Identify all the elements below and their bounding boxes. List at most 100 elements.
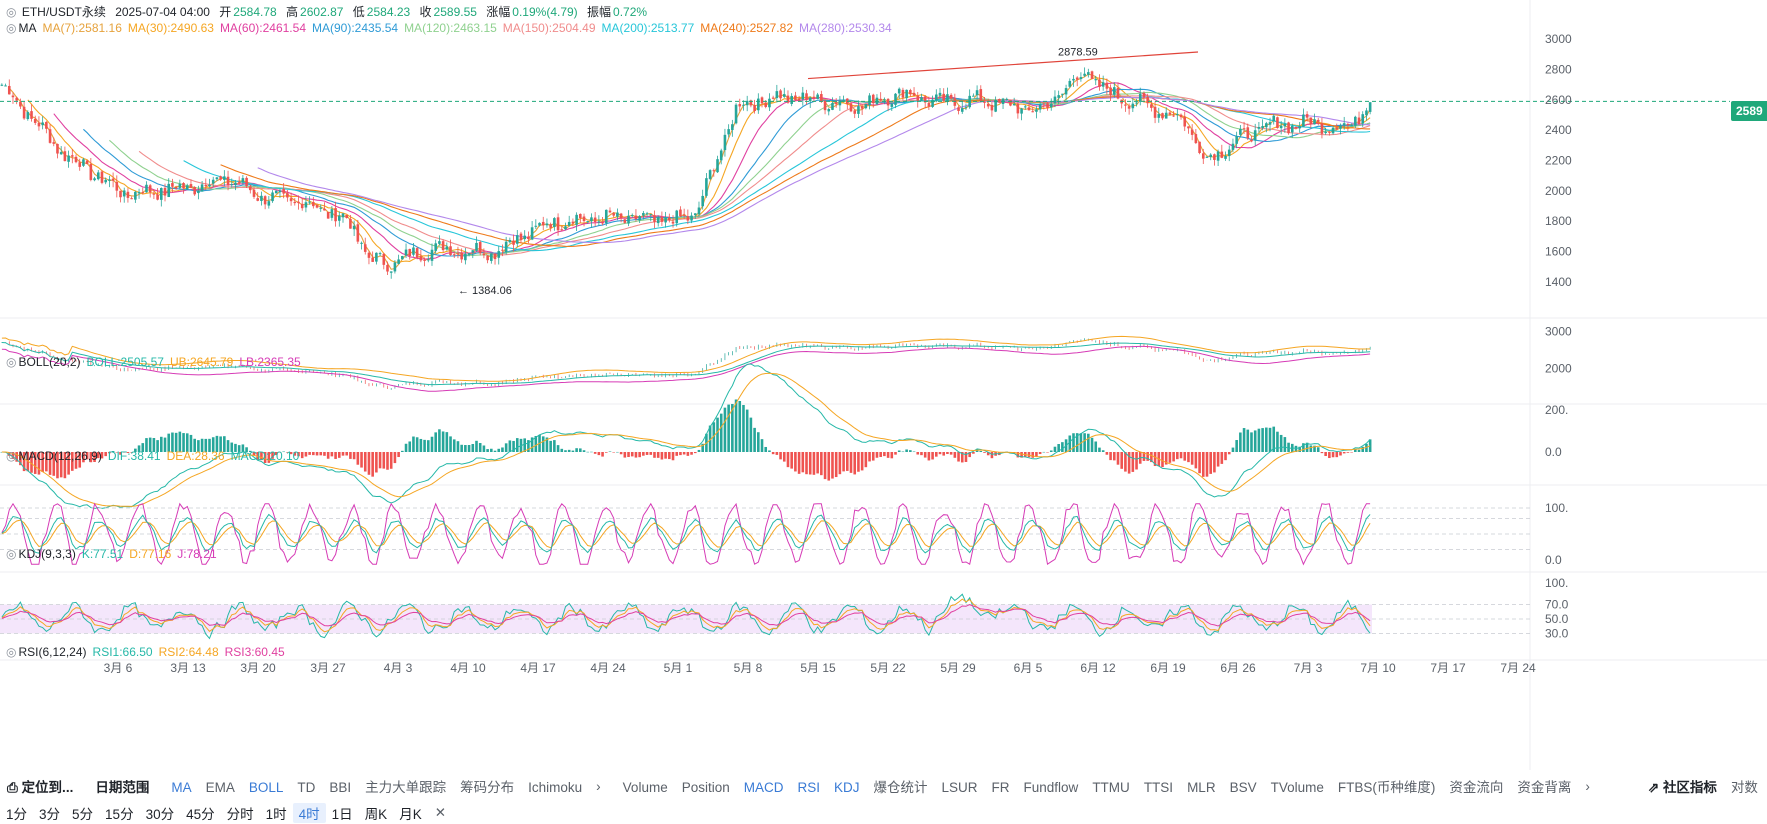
date-range-button[interactable]: 日期范围 <box>95 780 150 795</box>
sub-indicator-9[interactable]: TTMU <box>1092 780 1130 795</box>
candle-body <box>986 103 990 107</box>
main-indicator-0[interactable]: MA <box>171 780 192 795</box>
interval-4[interactable]: 30分 <box>145 806 175 822</box>
boll-panel[interactable] <box>1 335 1371 392</box>
macd-bar <box>820 452 823 476</box>
sub-indicator-10[interactable]: TTSI <box>1143 780 1174 795</box>
chart-area[interactable]: 2878.59 ← 1384.06 3000 2800 2600 2400 2200 200… <box>0 0 1767 770</box>
kdj-panel[interactable] <box>0 502 1530 566</box>
macd-bar <box>731 403 734 452</box>
main-indicator-1[interactable]: EMA <box>205 780 235 795</box>
main-indicator-3[interactable]: TD <box>297 780 316 795</box>
sub-indicator-16[interactable]: 资金背离 <box>1517 780 1572 795</box>
main-indicator-7[interactable]: Ichimoku <box>528 780 583 795</box>
x-tick-label: 7月 24 <box>1500 661 1536 675</box>
collapse-icon[interactable]: ◎ <box>6 645 17 659</box>
macd-bar <box>382 452 386 469</box>
macd-bar <box>782 452 786 462</box>
sub-indicator-14[interactable]: FTBS(币种维度) <box>1337 780 1436 795</box>
candle-body <box>1016 103 1020 114</box>
chevron-right-icon[interactable]: › <box>1585 778 1590 794</box>
candle-body <box>1105 82 1109 89</box>
interval-8[interactable]: 4时 <box>292 802 326 823</box>
macd-bar <box>497 448 501 452</box>
sub-indicator-15[interactable]: 资金流向 <box>1449 780 1504 795</box>
candle-body <box>464 253 467 261</box>
sub-indicator-1[interactable]: Position <box>681 780 730 795</box>
macd-bar <box>1194 452 1198 469</box>
sub-indicator-4[interactable]: KDJ <box>834 780 860 795</box>
macd-bar <box>1305 442 1309 452</box>
macd-bar <box>1250 432 1253 452</box>
interval-3[interactable]: 15分 <box>105 806 134 822</box>
interval-11[interactable]: 月K <box>399 806 422 822</box>
interval-1[interactable]: 3分 <box>39 806 61 822</box>
main-indicator-5[interactable]: 主力大单跟踪 <box>365 780 447 795</box>
chevron-right-icon[interactable]: › <box>596 778 601 794</box>
sub-indicator-0[interactable]: Volume <box>622 780 668 795</box>
x-tick-label: 6月 19 <box>1150 661 1186 675</box>
candle-body <box>1213 154 1216 160</box>
collapse-icon[interactable]: ◎ <box>6 355 17 369</box>
macd-bar <box>808 452 812 475</box>
candle-body <box>1272 115 1276 122</box>
macd-bar <box>178 431 182 452</box>
price-header: ◎ ETH/USDT永续 2025-07-04 04:00 开 2584.78 高… <box>6 4 653 20</box>
log-scale-toggle[interactable]: 对数 <box>1730 780 1758 795</box>
collapse-icon[interactable]: ◎ <box>6 21 17 35</box>
candle-body <box>1261 126 1264 128</box>
macd-panel[interactable] <box>0 363 1372 510</box>
collapse-icon[interactable]: ◎ <box>6 5 17 19</box>
macd-bar <box>1354 449 1357 452</box>
sub-indicator-6[interactable]: LSUR <box>941 780 978 795</box>
candle-body <box>816 94 819 99</box>
candle-body <box>215 177 219 180</box>
sub-indicator-5[interactable]: 爆仓统计 <box>873 780 928 795</box>
main-indicator-2[interactable]: BOLL <box>248 780 284 795</box>
macd-bar <box>267 452 271 463</box>
interval-0[interactable]: 1分 <box>6 806 28 822</box>
price-panel[interactable]: 2878.59 ← 1384.06 <box>0 47 1730 298</box>
candle-body <box>56 143 59 154</box>
macd-bar <box>0 452 4 453</box>
candle-body <box>1294 126 1298 128</box>
kdj-legend: ◎ KDJ(9,3,3) K:77.51 D:77.16 J:78.21 <box>6 546 223 562</box>
interval-7[interactable]: 1时 <box>265 806 287 822</box>
rsi-panel[interactable] <box>0 593 1530 640</box>
sub-indicator-2[interactable]: MACD <box>743 780 784 795</box>
locate-button[interactable]: ⎙ 定位到... <box>7 780 74 795</box>
candle-body <box>1046 103 1049 109</box>
community-indicators-button[interactable]: ⇗ 社区指标 <box>1647 780 1717 795</box>
collapse-icon[interactable]: ◎ <box>6 547 17 561</box>
interval-10[interactable]: 周K <box>364 806 388 822</box>
candle-body <box>964 106 968 108</box>
candle-body <box>67 155 70 162</box>
close-icon[interactable]: ✕ <box>434 804 447 820</box>
macd-bar <box>805 452 808 475</box>
sub-indicator-7[interactable]: FR <box>991 780 1010 795</box>
sub-indicator-13[interactable]: TVolume <box>1270 780 1324 795</box>
sub-indicator-3[interactable]: RSI <box>797 780 820 795</box>
sub-indicator-12[interactable]: BSV <box>1229 780 1257 795</box>
interval-6[interactable]: 分时 <box>226 806 254 822</box>
candle-body <box>434 243 438 251</box>
kdj-value: J:78.21 <box>177 547 217 561</box>
collapse-icon[interactable]: ◎ <box>6 449 17 463</box>
macd-bar <box>111 451 115 452</box>
sub-indicator-8[interactable]: Fundflow <box>1023 780 1079 795</box>
main-indicator-6[interactable]: 筹码分布 <box>460 780 515 795</box>
price-tick-label: 1400 <box>1545 275 1572 289</box>
macd-bar <box>586 451 590 453</box>
kdj-tick-label: 100. <box>1545 501 1568 515</box>
ma-line <box>53 82 1371 260</box>
macd-bar <box>1046 452 1049 453</box>
interval-5[interactable]: 45分 <box>186 806 215 822</box>
interval-2[interactable]: 5分 <box>72 806 94 822</box>
interval-9[interactable]: 1日 <box>331 806 353 822</box>
sub-indicator-11[interactable]: MLR <box>1187 780 1216 795</box>
candle-body <box>1061 93 1064 95</box>
main-indicator-4[interactable]: BBI <box>329 780 352 795</box>
candle-body <box>627 215 630 224</box>
macd-bar <box>245 447 248 452</box>
macd-bar <box>642 452 645 456</box>
